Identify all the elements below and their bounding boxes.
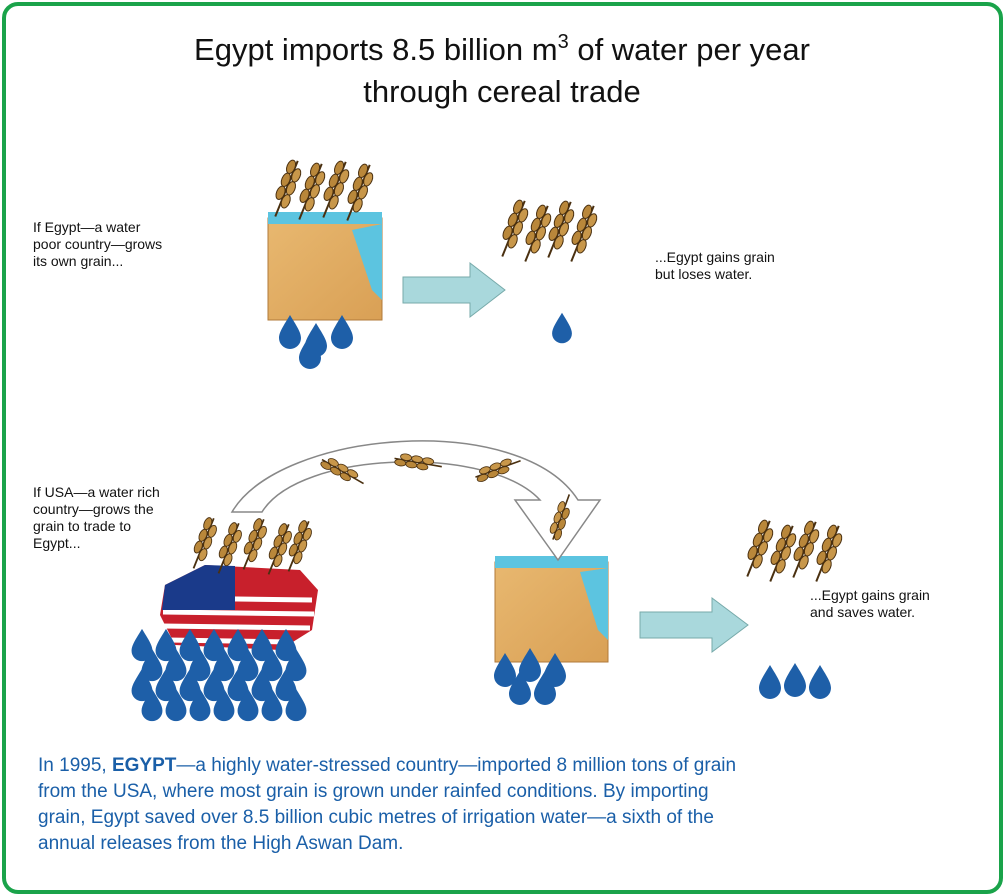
- caption-line: its own grain...: [33, 253, 123, 269]
- caption-line: grain to trade to: [33, 518, 131, 534]
- caption-line: but loses water.: [655, 266, 752, 282]
- footer-line: annual releases from the High Aswan Dam.: [38, 833, 403, 854]
- footer-line: grain, Egypt saved over 8.5 billion cubi…: [38, 807, 714, 828]
- footer-text: —a highly water-stressed country—importe…: [176, 755, 736, 776]
- title-line-2: through cereal trade: [363, 74, 640, 109]
- footer-text: EGYPT: [112, 755, 177, 776]
- title-superscript: 3: [558, 31, 569, 53]
- caption-line: poor country—grows: [33, 236, 162, 252]
- caption-line: country—grows the: [33, 501, 154, 517]
- title-text: Egypt imports 8.5 billion m: [194, 32, 558, 67]
- footer-line: In 1995, EGYPT—a highly water-stressed c…: [38, 755, 736, 776]
- footer-text: In 1995,: [38, 755, 112, 776]
- arrow: [402, 261, 506, 319]
- caption-line: If Egypt—a water: [33, 219, 141, 235]
- caption-line: ...Egypt gains grain: [810, 587, 930, 603]
- arrow: [639, 597, 749, 653]
- egypt-map: [494, 556, 609, 663]
- egypt-map: [267, 212, 383, 321]
- footer-line: from the USA, where most grain is grown …: [38, 781, 709, 802]
- caption-line: ...Egypt gains grain: [655, 249, 775, 265]
- caption-line: Egypt...: [33, 535, 80, 551]
- title-line-1: Egypt imports 8.5 billion m3 of water pe…: [194, 31, 810, 67]
- caption-line: and saves water.: [810, 604, 915, 620]
- caption-line: If USA—a water rich: [33, 484, 160, 500]
- usa-flag-map: [160, 565, 318, 650]
- title-text: of water per year: [569, 32, 810, 67]
